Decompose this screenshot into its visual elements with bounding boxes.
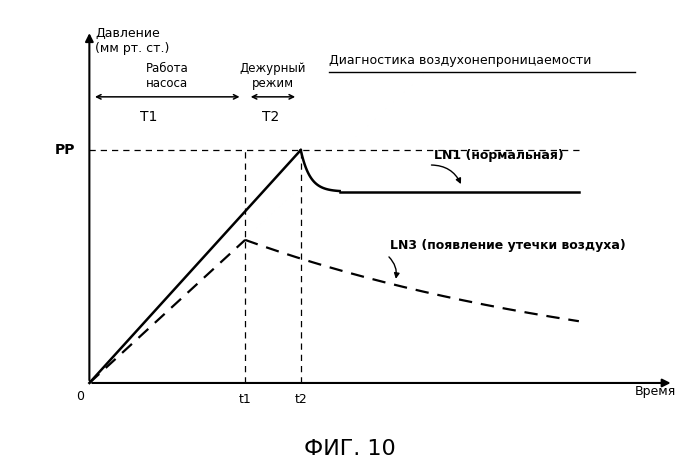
Text: PP: PP — [55, 143, 76, 157]
Text: t1: t1 — [239, 393, 251, 406]
Text: Давление
(мм рт. ст.): Давление (мм рт. ст.) — [95, 27, 169, 55]
Text: LN3 (появление утечки воздуха): LN3 (появление утечки воздуха) — [390, 238, 626, 252]
Text: t2: t2 — [295, 393, 307, 406]
Text: ФИГ. 10: ФИГ. 10 — [304, 439, 396, 459]
Text: 0: 0 — [76, 390, 84, 403]
Text: LN1 (нормальная): LN1 (нормальная) — [434, 149, 564, 162]
Text: T1: T1 — [140, 110, 158, 124]
Text: Дежурный
режим: Дежурный режим — [239, 62, 306, 90]
Text: Диагностика воздухонепроницаемости: Диагностика воздухонепроницаемости — [328, 54, 591, 67]
Text: T2: T2 — [262, 110, 279, 124]
Text: Работа
насоса: Работа насоса — [146, 62, 188, 90]
Text: Время: Время — [635, 385, 676, 398]
